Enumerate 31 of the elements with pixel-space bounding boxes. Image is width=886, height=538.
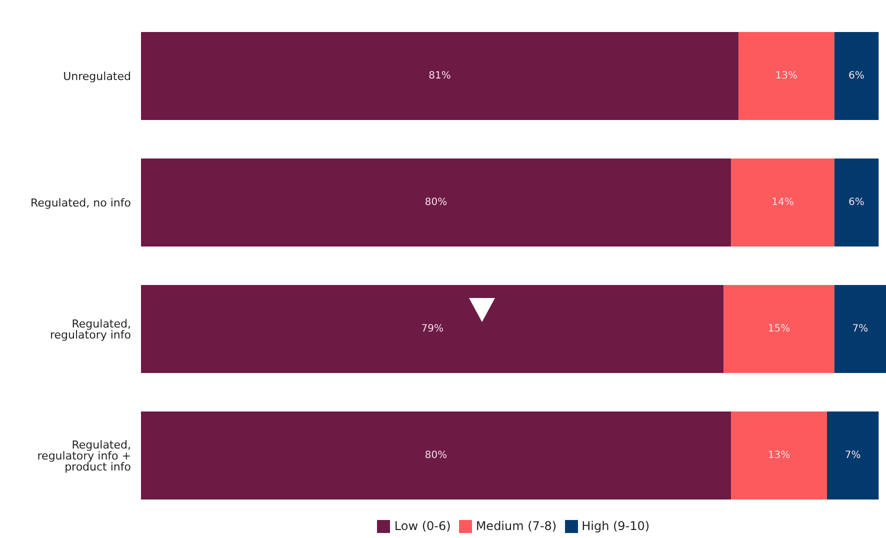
data-label: 13%	[768, 450, 790, 461]
bar	[141, 158, 732, 246]
bar	[141, 32, 738, 120]
bar	[731, 412, 827, 500]
y-tick-label: Regulated, regulatory info	[50, 318, 132, 342]
data-label: 7%	[852, 324, 868, 334]
data-label: 6%	[848, 70, 864, 82]
data-label: 13%	[775, 70, 798, 82]
data-label: 80%	[424, 450, 448, 461]
bar	[834, 158, 879, 246]
legend-label: High (9-10)	[582, 519, 650, 533]
y-tick-label: Regulated, no info	[30, 196, 132, 210]
data-label: 80%	[424, 197, 448, 208]
legend-label: Low (0-6)	[394, 519, 451, 533]
bar	[731, 158, 834, 246]
data-label: 6%	[848, 197, 864, 208]
bar	[826, 412, 879, 500]
bar	[834, 32, 879, 120]
bar	[738, 32, 834, 120]
legend-label: Medium (7-8)	[476, 519, 557, 533]
bar	[141, 412, 732, 500]
bar	[141, 285, 724, 373]
bar	[834, 285, 886, 373]
data-label: 79%	[421, 324, 444, 334]
data-label: 14%	[772, 197, 794, 208]
data-label: 81%	[428, 70, 451, 82]
y-tick-label: Unregulated	[63, 70, 131, 84]
bar	[724, 285, 834, 373]
data-label: 15%	[768, 324, 790, 334]
data-label: 7%	[844, 450, 861, 461]
y-tick-label: Regulated, regulatory info + product info	[37, 438, 132, 474]
